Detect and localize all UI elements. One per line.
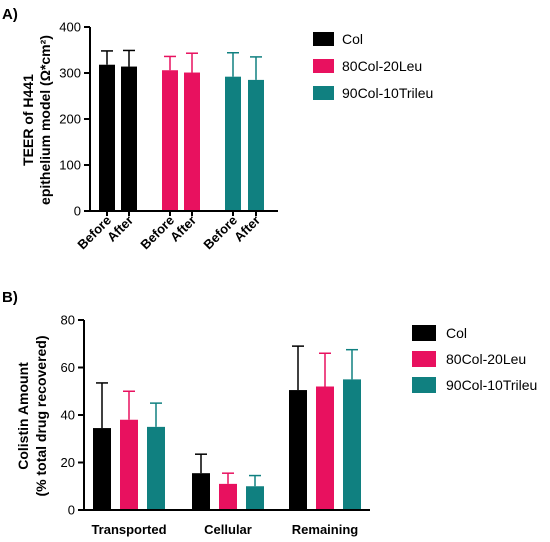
y-tick-label: 0 <box>68 503 75 518</box>
y-tick-label: 0 <box>74 204 81 219</box>
panel-a-y-axis: 0 100 200 300 400 <box>59 20 90 219</box>
panel-a-ylabel-line1: TEER of H441 <box>20 74 36 166</box>
panel-b-legend: Col 80Col-20Leu 90Col-10Trileu <box>412 325 537 393</box>
bar-col <box>93 428 111 510</box>
panel-b-ylabel-line1: Colistin Amount <box>15 362 31 470</box>
panel-a-legend: Col 80Col-20Leu 90Col-10Trileu <box>313 31 433 101</box>
y-tick-label: 300 <box>59 66 81 81</box>
bar-col <box>192 473 210 510</box>
panel-a-axes <box>89 27 278 212</box>
legend-label-90col-10trileu: 90Col-10Trileu <box>342 85 433 101</box>
panel-b-label: B) <box>2 289 18 306</box>
x-tick-label: After <box>104 213 136 245</box>
bar-90col-10trileu <box>147 426 165 510</box>
panel-b-y-axis: 0 20 40 60 80 <box>61 313 84 518</box>
legend-swatch-90col-10trileu <box>313 86 334 100</box>
category-label-transported: Transported <box>91 522 166 537</box>
x-tick-label: After <box>231 213 263 245</box>
legend-swatch-80col-20leu <box>412 351 436 367</box>
bar-80col-20leu <box>219 483 237 510</box>
y-tick-label: 100 <box>59 158 81 173</box>
bar-90col-10trileu <box>225 76 241 212</box>
legend-label-90col-10trileu: 90Col-10Trileu <box>446 377 537 393</box>
panel-a-label: A) <box>2 6 18 23</box>
y-tick-label: 80 <box>61 313 75 328</box>
bar-80col-20leu <box>184 72 200 211</box>
panel-b-x-labels: Transported Cellular Remaining <box>91 522 358 537</box>
legend-swatch-col <box>313 32 334 46</box>
legend-swatch-80col-20leu <box>313 59 334 73</box>
bar-90col-10trileu <box>246 486 264 510</box>
y-tick-label: 200 <box>59 112 81 127</box>
legend-label-80col-20leu: 80Col-20Leu <box>342 58 422 74</box>
panel-b: B) Colistin Amount (% total drug recover… <box>2 289 537 537</box>
bar-90col-10trileu <box>343 379 361 510</box>
x-tick-label: After <box>167 213 199 245</box>
panel-b-bars <box>93 345 361 510</box>
bar-col <box>121 66 137 211</box>
y-tick-label: 60 <box>61 360 75 375</box>
legend-swatch-90col-10trileu <box>412 377 436 393</box>
legend-label-80col-20leu: 80Col-20Leu <box>446 351 526 367</box>
bar-col <box>289 390 307 510</box>
y-tick-label: 20 <box>61 455 75 470</box>
panel-a-bars <box>99 49 264 212</box>
category-label-cellular: Cellular <box>204 522 252 537</box>
bar-80col-20leu <box>162 70 178 212</box>
legend-label-col: Col <box>342 31 363 47</box>
bar-80col-20leu <box>120 419 138 510</box>
panel-b-axes <box>83 320 370 511</box>
bar-80col-20leu <box>316 386 334 510</box>
y-tick-label: 40 <box>61 408 75 423</box>
y-tick-label: 400 <box>59 20 81 35</box>
category-label-remaining: Remaining <box>292 522 359 537</box>
bar-90col-10trileu <box>248 79 264 212</box>
bar-col <box>99 64 115 211</box>
panel-a: A) TEER of H441 epithelium model (Ω*cm²)… <box>2 6 433 252</box>
panel-b-ylabel-line2: (% total drug recovered) <box>33 335 49 496</box>
legend-swatch-col <box>412 325 436 341</box>
panel-a-ylabel-line2: epithelium model (Ω*cm²) <box>37 35 53 205</box>
legend-label-col: Col <box>446 325 467 341</box>
